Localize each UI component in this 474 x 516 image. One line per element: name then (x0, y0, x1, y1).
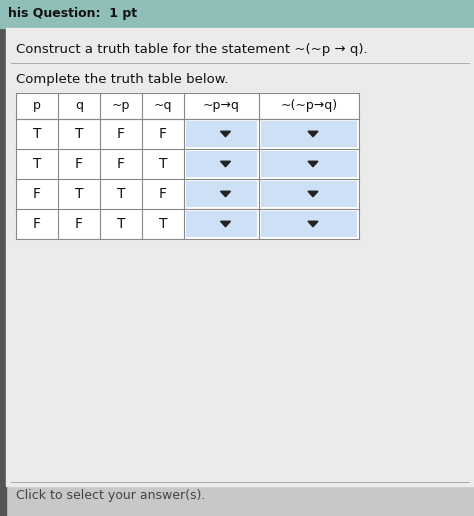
Text: ~p: ~p (112, 100, 130, 112)
Text: F: F (117, 127, 125, 141)
Polygon shape (308, 191, 318, 197)
Bar (187, 152, 256, 176)
Bar (0, 0, 6, 516)
Text: T: T (33, 157, 41, 171)
Text: ~p→q: ~p→q (203, 100, 240, 112)
Text: F: F (33, 217, 41, 231)
Polygon shape (220, 221, 230, 227)
Polygon shape (308, 131, 318, 137)
Bar (262, 182, 356, 206)
Text: ~q: ~q (154, 100, 172, 112)
Text: F: F (75, 157, 83, 171)
Text: his Question:  1 pt: his Question: 1 pt (8, 8, 137, 21)
Bar (187, 212, 256, 236)
Bar (6, 28, 474, 486)
Text: F: F (117, 157, 125, 171)
Text: T: T (75, 187, 83, 201)
Text: T: T (159, 217, 167, 231)
Text: T: T (33, 127, 41, 141)
Polygon shape (220, 161, 230, 167)
Bar (262, 122, 356, 146)
Text: T: T (159, 157, 167, 171)
Bar (187, 182, 256, 206)
Text: F: F (159, 187, 167, 201)
Text: T: T (117, 217, 125, 231)
Text: F: F (33, 187, 41, 201)
Bar (262, 152, 356, 176)
Text: q: q (75, 100, 83, 112)
Text: Construct a truth table for the statement ~(~p → q).: Construct a truth table for the statemen… (16, 43, 368, 56)
Text: T: T (117, 187, 125, 201)
Text: p: p (33, 100, 41, 112)
Polygon shape (308, 221, 318, 227)
Bar (0, 0, 474, 28)
Bar (262, 212, 356, 236)
Polygon shape (308, 161, 318, 167)
Text: T: T (75, 127, 83, 141)
Text: F: F (159, 127, 167, 141)
Text: Complete the truth table below.: Complete the truth table below. (16, 73, 228, 86)
Polygon shape (220, 131, 230, 137)
Polygon shape (220, 191, 230, 197)
Text: ~(~p→q): ~(~p→q) (281, 100, 337, 112)
Text: Click to select your answer(s).: Click to select your answer(s). (16, 490, 205, 503)
Bar (16, 93, 359, 239)
Bar (187, 122, 256, 146)
Text: F: F (75, 217, 83, 231)
